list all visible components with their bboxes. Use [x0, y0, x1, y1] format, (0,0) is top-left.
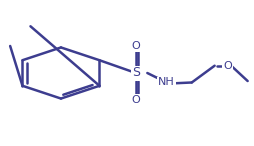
Text: O: O	[132, 41, 140, 51]
Text: S: S	[132, 66, 140, 80]
Text: O: O	[223, 61, 232, 71]
Text: O: O	[132, 95, 140, 105]
Text: NH: NH	[158, 78, 175, 87]
